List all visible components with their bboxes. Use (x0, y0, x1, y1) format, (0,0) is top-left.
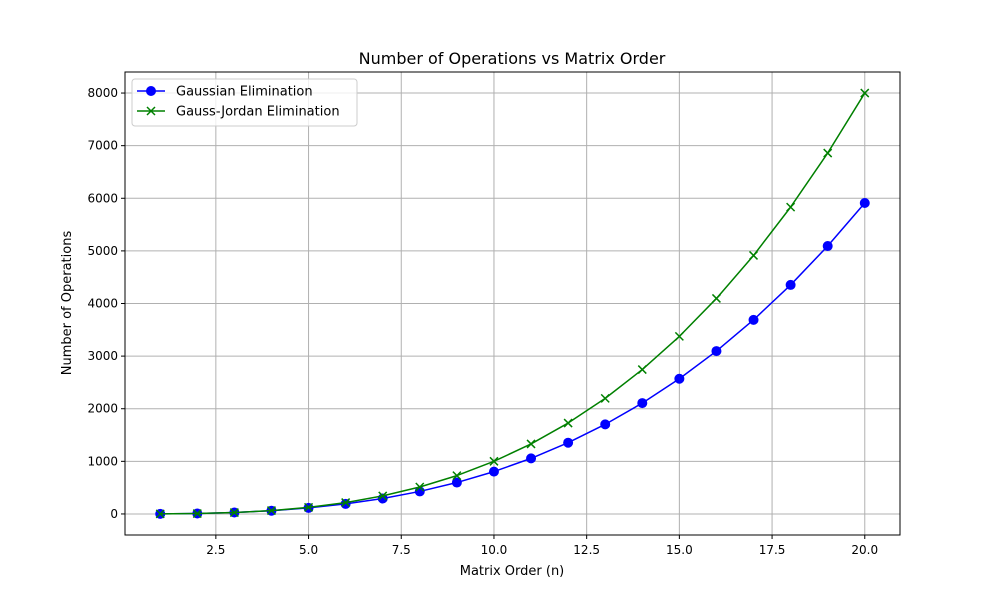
data-point-x (341, 498, 351, 508)
series-line (160, 92, 866, 515)
data-point-circle (859, 198, 870, 209)
legend-label: Gauss-Jordan Elimination (176, 105, 340, 120)
series-layer (155, 88, 870, 519)
x-tick-label: 17.5 (759, 543, 786, 557)
y-tick-label: 2000 (87, 402, 118, 416)
data-point-circle (674, 373, 685, 384)
data-point-x (526, 439, 536, 449)
data-point-circle (637, 398, 648, 409)
y-tick-label: 5000 (87, 244, 118, 258)
x-tick-label: 20.0 (851, 543, 878, 557)
legend-marker (146, 86, 156, 96)
x-tick-label: 10.0 (481, 543, 508, 557)
data-point-circle (711, 346, 722, 357)
legend: Gaussian Elimination Gauss-Jordan Elimina… (131, 78, 358, 127)
data-point-x (860, 88, 870, 98)
data-point-x (823, 148, 833, 158)
y-tick-label: 0 (110, 507, 118, 521)
data-point-circle (526, 453, 537, 464)
y-axis-label: Number of Operations (60, 231, 75, 376)
data-point-x (304, 502, 314, 512)
x-axis-label: Matrix Order (n) (460, 564, 565, 579)
y-tick-label: 6000 (87, 191, 118, 205)
data-point-x (786, 202, 796, 212)
chart-title: Number of Operations vs Matrix Order (359, 49, 666, 68)
data-point-circle (488, 466, 499, 477)
data-point-x (229, 508, 239, 518)
y-tick-label: 3000 (87, 349, 118, 363)
data-point-circle (822, 241, 833, 252)
data-point-circle (748, 314, 759, 325)
x-tick-label: 5.0 (299, 543, 318, 557)
x-tick-label: 12.5 (573, 543, 600, 557)
legend-label: Gaussian Elimination (176, 85, 313, 100)
data-point-x (192, 509, 202, 519)
x-tick-label: 15.0 (666, 543, 693, 557)
data-point-x (415, 482, 425, 492)
x-axis-ticks: 2.5 5.0 7.5 10.0 12.5 15.0 17.5 20.0 (206, 535, 878, 557)
series-2 (155, 88, 870, 519)
data-point-circle (340, 498, 351, 509)
data-point-circle (451, 477, 462, 488)
legend-marker (146, 106, 156, 116)
y-tick-label: 7000 (87, 139, 118, 153)
data-point-x (266, 506, 277, 516)
y-tick-label: 8000 (87, 86, 118, 100)
y-axis-ticks: 0 1000 2000 3000 4000 5000 6000 7000 8000 (87, 86, 125, 521)
x-tick-label: 2.5 (206, 543, 225, 557)
data-point-x (452, 471, 462, 481)
data-point-x (748, 250, 759, 260)
y-tick-label: 4000 (87, 297, 118, 311)
data-point-x (711, 293, 721, 303)
grid-lines (125, 72, 900, 535)
legend-box (131, 78, 358, 127)
data-point-x (378, 491, 388, 501)
data-point-x (155, 509, 165, 519)
data-point-circle (600, 419, 611, 430)
data-point-circle (563, 437, 574, 448)
data-point-circle (785, 279, 796, 290)
data-point-x (674, 331, 684, 341)
x-tick-label: 7.5 (392, 543, 411, 557)
data-point-x (637, 365, 647, 375)
y-tick-label: 1000 (87, 454, 118, 468)
data-point-x (563, 418, 573, 428)
data-point-x (489, 456, 499, 466)
data-point-x (600, 393, 610, 403)
